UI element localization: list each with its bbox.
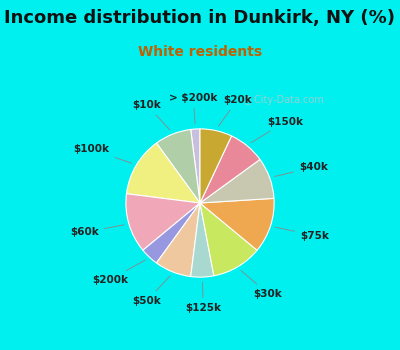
Text: White residents: White residents [138,45,262,59]
Text: $60k: $60k [70,225,124,237]
Text: $30k: $30k [241,271,282,299]
Text: $20k: $20k [218,95,252,126]
Wedge shape [200,129,232,203]
Wedge shape [191,129,200,203]
Text: $200k: $200k [92,260,145,285]
Text: ⓘ City-Data.com: ⓘ City-Data.com [245,95,324,105]
Wedge shape [200,203,257,276]
Text: $75k: $75k [275,227,329,240]
Wedge shape [200,198,274,250]
Text: > $200k: > $200k [169,93,218,124]
Text: $125k: $125k [185,282,221,313]
Wedge shape [143,203,200,263]
Wedge shape [200,136,260,203]
Text: $100k: $100k [74,145,132,163]
Wedge shape [156,203,200,276]
Wedge shape [126,194,200,250]
Text: $50k: $50k [132,276,170,306]
Text: $40k: $40k [274,162,328,176]
Wedge shape [156,130,200,203]
Text: $10k: $10k [132,100,170,130]
Wedge shape [126,143,200,203]
Wedge shape [191,203,214,277]
Text: $150k: $150k [251,117,303,143]
Wedge shape [200,160,274,203]
Text: Income distribution in Dunkirk, NY (%): Income distribution in Dunkirk, NY (%) [4,9,396,27]
